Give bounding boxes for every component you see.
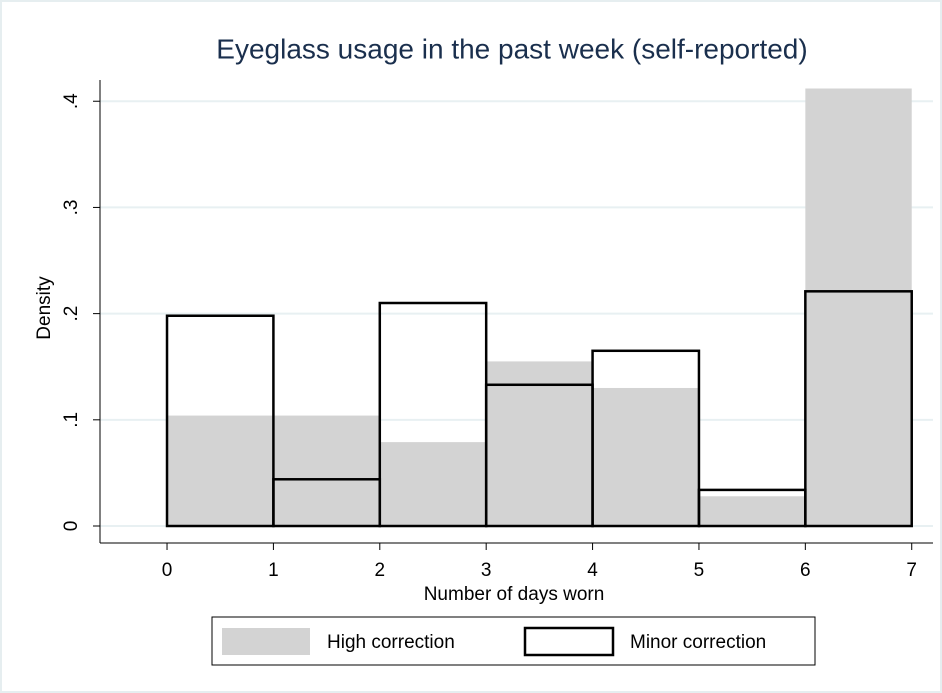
bar — [804, 290, 913, 528]
x-tick-label: 3 — [481, 560, 492, 581]
x-axis-label: Number of days worn — [424, 584, 605, 605]
x-tick-label: 0 — [162, 560, 173, 581]
bar — [805, 88, 912, 527]
legend-label: Minor correction — [630, 632, 766, 653]
bar — [486, 361, 593, 527]
legend-box — [211, 616, 816, 666]
bar — [273, 415, 380, 527]
chart-title: Eyeglass usage in the past week (self-re… — [216, 33, 807, 64]
x-tick-label: 1 — [268, 560, 279, 581]
legend-label: High correction — [327, 632, 455, 653]
bar — [698, 496, 806, 527]
bar — [165, 314, 275, 528]
y-tick-label: .1 — [61, 412, 82, 428]
bar — [592, 387, 699, 527]
x-tick-label: 5 — [694, 560, 705, 581]
x-tick-label: 7 — [906, 560, 917, 581]
x-tick-label: 2 — [375, 560, 386, 581]
legend: High correction Minor correction — [211, 616, 816, 666]
bar — [167, 415, 274, 527]
legend-swatch — [523, 626, 615, 657]
x-tick-label: 6 — [800, 560, 811, 581]
bar — [379, 442, 487, 527]
y-tick-label: .4 — [61, 93, 82, 109]
bars — [165, 88, 913, 528]
legend-swatch — [222, 628, 310, 655]
y-tick-label: .2 — [61, 306, 82, 322]
x-tick-label: 4 — [587, 560, 598, 581]
axes: 0 .1 .2 .3 .4 0 1 2 3 4 5 6 7 — [61, 80, 933, 581]
y-tick-label: 0 — [61, 521, 82, 532]
bar — [591, 349, 701, 528]
y-tick-label: .3 — [61, 200, 82, 216]
y-axis-label: Density — [34, 276, 55, 340]
